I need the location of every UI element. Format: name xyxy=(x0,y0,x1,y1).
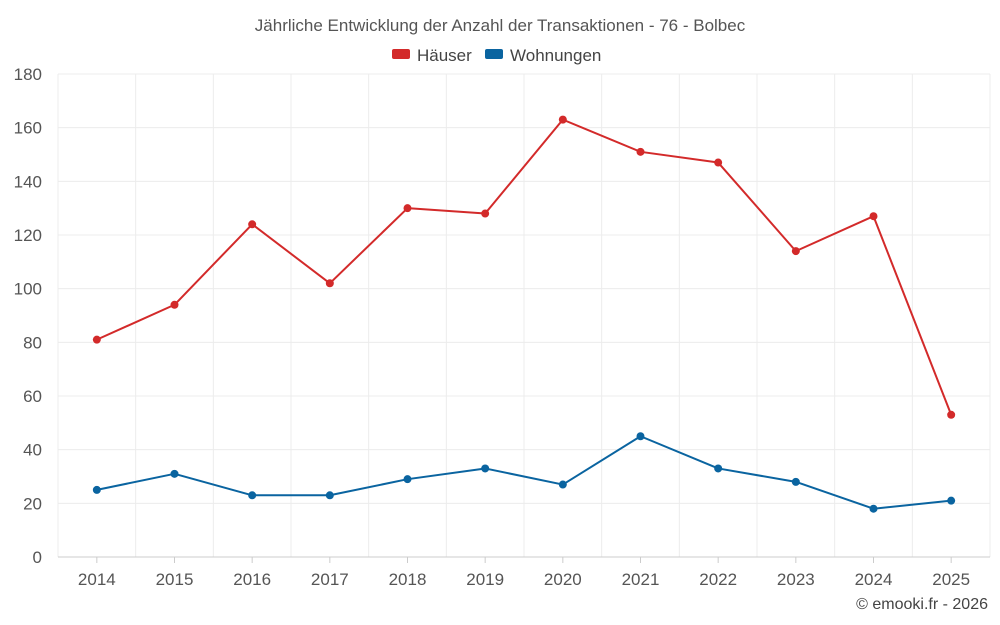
y-axis: 0 20 40 60 80 100 120 140 160 180 xyxy=(14,65,42,567)
y-tick-label: 80 xyxy=(23,333,42,352)
data-point[interactable] xyxy=(403,204,412,213)
y-tick-label: 140 xyxy=(14,172,42,191)
data-point[interactable] xyxy=(92,485,101,494)
x-tick-label: 2018 xyxy=(389,570,427,589)
grid xyxy=(57,73,991,558)
series-line-wohnungen xyxy=(96,435,952,510)
legend-swatch-wohnungen xyxy=(485,49,503,59)
x-tick-label: 2025 xyxy=(932,570,970,589)
chart-title: Jährliche Entwicklung der Anzahl der Tra… xyxy=(255,16,746,35)
y-tick-label: 20 xyxy=(23,494,42,513)
x-tick-label: 2023 xyxy=(777,570,815,589)
data-point[interactable] xyxy=(869,504,878,513)
data-point[interactable] xyxy=(403,475,412,484)
data-point[interactable] xyxy=(481,464,490,473)
data-point[interactable] xyxy=(558,480,567,489)
y-tick-label: 60 xyxy=(23,387,42,406)
plot-area xyxy=(92,115,956,513)
x-tick-label: 2016 xyxy=(233,570,271,589)
x-tick-label: 2017 xyxy=(311,570,349,589)
y-tick-label: 100 xyxy=(14,280,42,299)
y-tick-label: 40 xyxy=(23,441,42,460)
data-point[interactable] xyxy=(791,247,800,256)
x-tick-label: 2022 xyxy=(699,570,737,589)
y-tick-label: 0 xyxy=(33,548,42,567)
data-point[interactable] xyxy=(325,491,334,500)
data-point[interactable] xyxy=(170,300,179,309)
x-tick-label: 2020 xyxy=(544,570,582,589)
legend: Häuser Wohnungen xyxy=(392,46,601,65)
x-tick-label: 2024 xyxy=(855,570,893,589)
data-point[interactable] xyxy=(791,477,800,486)
data-point[interactable] xyxy=(636,147,645,156)
data-point[interactable] xyxy=(714,464,723,473)
data-point[interactable] xyxy=(92,335,101,344)
legend-swatch-haeuser xyxy=(392,49,410,59)
y-tick-label: 160 xyxy=(14,119,42,138)
data-point[interactable] xyxy=(947,410,956,419)
x-tick-label: 2021 xyxy=(622,570,660,589)
x-tick-label: 2014 xyxy=(78,570,116,589)
data-point[interactable] xyxy=(869,212,878,221)
legend-label-wohnungen[interactable]: Wohnungen xyxy=(510,46,601,65)
legend-label-haeuser[interactable]: Häuser xyxy=(417,46,472,65)
data-point[interactable] xyxy=(558,115,567,124)
y-tick-label: 180 xyxy=(14,65,42,84)
data-point[interactable] xyxy=(636,432,645,441)
data-point[interactable] xyxy=(170,469,179,478)
data-point[interactable] xyxy=(248,491,257,500)
credit-text: © emooki.fr - 2026 xyxy=(856,596,988,613)
x-axis: 2014 2015 2016 2017 2018 2019 2020 2021 2022 2023… xyxy=(58,556,990,589)
data-point[interactable] xyxy=(947,496,956,505)
data-point[interactable] xyxy=(714,158,723,167)
data-point[interactable] xyxy=(325,279,334,288)
data-point[interactable] xyxy=(248,220,257,229)
x-tick-label: 2015 xyxy=(156,570,194,589)
y-tick-label: 120 xyxy=(14,226,42,245)
series-line-haeuser xyxy=(96,118,953,416)
data-point[interactable] xyxy=(481,209,490,218)
x-tick-label: 2019 xyxy=(466,570,504,589)
